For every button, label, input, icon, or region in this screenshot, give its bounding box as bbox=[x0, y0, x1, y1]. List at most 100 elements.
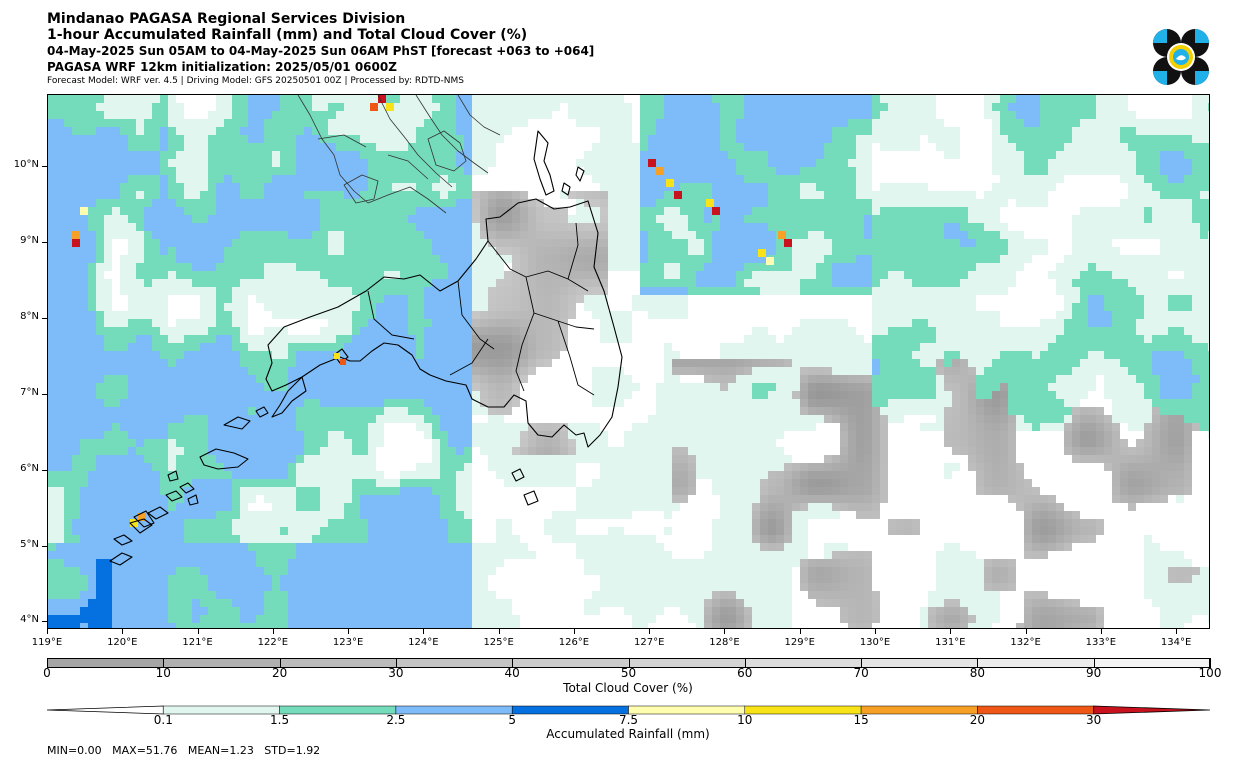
rain-hotspot-cell bbox=[80, 207, 88, 215]
longitude-tick bbox=[1176, 629, 1178, 634]
rain-hotspot-cell bbox=[648, 159, 656, 167]
longitude-tick bbox=[875, 629, 877, 634]
longitude-tick bbox=[649, 629, 651, 634]
longitude-label: 126°E bbox=[558, 637, 590, 648]
latitude-label: 5°N bbox=[20, 538, 39, 550]
cloud-cover-bin bbox=[280, 659, 397, 667]
rainfall-extend-low bbox=[47, 705, 164, 715]
longitude-tick bbox=[950, 629, 952, 634]
cloud-cover-tick-label: 30 bbox=[388, 666, 404, 680]
longitude-label: 125°E bbox=[483, 637, 514, 648]
cloud-cover-tick bbox=[977, 658, 979, 668]
cloud-cover-tick-label: 80 bbox=[969, 666, 986, 680]
longitude-label: 133°E bbox=[1085, 637, 1117, 648]
cloud-cover-bin bbox=[628, 659, 745, 667]
cloud-cover-bin bbox=[396, 659, 513, 667]
rain-hotspot-cell bbox=[706, 199, 714, 207]
rainfall-tick-label: 30 bbox=[1086, 713, 1102, 727]
rainfall-bin bbox=[163, 705, 280, 715]
rainfall-tick-label: 15 bbox=[853, 713, 869, 727]
mindanao-coastline bbox=[265, 198, 623, 448]
cloud-cover-tick-label: 40 bbox=[504, 666, 520, 680]
latitude-tick bbox=[42, 469, 47, 471]
latitude-label: 9°N bbox=[20, 234, 39, 246]
cloud-cover-bin bbox=[860, 659, 977, 667]
cloud-cover-tick bbox=[47, 658, 48, 668]
rainfall-colorbar bbox=[47, 705, 1210, 715]
longitude-label: 122°E bbox=[257, 637, 289, 648]
rain-hotspot-cell bbox=[130, 519, 138, 527]
rainfall-bin bbox=[511, 705, 629, 715]
cloud-cover-tick bbox=[628, 658, 630, 668]
rain-hotspot-cell bbox=[712, 207, 720, 215]
longitude-label: 134°E bbox=[1160, 637, 1192, 648]
longitude-label: 132°E bbox=[1010, 637, 1041, 648]
rain-hotspot-cell bbox=[386, 103, 394, 111]
rainfall-tick-label: 0.1 bbox=[153, 713, 173, 727]
chart-subtitle: 1-hour Accumulated Rainfall (mm) and Tot… bbox=[47, 27, 528, 43]
rainfall-tick-label: 10 bbox=[737, 713, 753, 727]
cloud-cover-tick bbox=[512, 658, 514, 668]
rainfall-bin bbox=[977, 705, 1094, 715]
longitude-tick bbox=[498, 629, 500, 634]
longitude-label: 119°E bbox=[31, 637, 63, 648]
visayas-coastline bbox=[297, 95, 501, 214]
cloud-cover-bin bbox=[512, 659, 629, 667]
latitude-label: 8°N bbox=[20, 310, 39, 322]
rain-hotspot-cell bbox=[72, 239, 80, 247]
zamboanga-peninsula bbox=[271, 376, 307, 418]
rain-hotspot-cell bbox=[758, 249, 766, 257]
model-credits: Forecast Model: WRF ver. 4.5 | Driving M… bbox=[47, 76, 464, 86]
longitude-tick bbox=[197, 629, 199, 634]
cloud-cover-tick bbox=[163, 658, 165, 668]
model-initialization: PAGASA WRF 12km initialization: 2025/05/… bbox=[47, 60, 397, 74]
cloud-cover-tick-label: 60 bbox=[737, 666, 753, 680]
cloud-cover-bin bbox=[744, 659, 861, 667]
rainfall-tick-label: 1.5 bbox=[270, 713, 290, 727]
rain-hotspot-cell bbox=[72, 231, 80, 239]
rainfall-cloud-map bbox=[47, 94, 1210, 629]
rainfall-bin bbox=[395, 705, 513, 715]
cloud-cover-bin bbox=[1092, 659, 1209, 667]
rain-hotspot-cell bbox=[674, 191, 682, 199]
rainfall-bin bbox=[860, 705, 978, 715]
rain-hotspot-cell bbox=[138, 513, 146, 521]
longitude-tick bbox=[122, 629, 124, 634]
pagasa-logo-icon bbox=[1153, 29, 1209, 85]
longitude-tick bbox=[1100, 629, 1102, 634]
longitude-label: 128°E bbox=[709, 637, 740, 648]
province-boundary bbox=[367, 222, 595, 396]
cloud-cover-bin bbox=[164, 659, 281, 667]
longitude-tick bbox=[1025, 629, 1027, 634]
rainfall-colorbar-title: Accumulated Rainfall (mm) bbox=[546, 727, 710, 741]
latitude-tick bbox=[42, 317, 47, 319]
cloud-cover-tick-label: 100 bbox=[1198, 666, 1222, 680]
rainfall-tick-label: 7.5 bbox=[618, 713, 639, 727]
rain-hotspot-cell bbox=[666, 179, 674, 187]
rainfall-bin bbox=[628, 705, 746, 715]
latitude-tick bbox=[42, 621, 47, 623]
longitude-label: 123°E bbox=[332, 637, 364, 648]
rain-hotspot-moro-gulf bbox=[334, 353, 346, 365]
cloud-cover-bin bbox=[48, 659, 165, 667]
longitude-tick bbox=[423, 629, 425, 634]
latitude-tick bbox=[42, 166, 47, 168]
latitude-label: 10°N bbox=[13, 159, 39, 171]
rain-hotspot-cell bbox=[378, 95, 386, 103]
rain-hotspot-cell bbox=[766, 257, 774, 265]
rain-hotspot-cell bbox=[370, 103, 378, 111]
longitude-label: 127°E bbox=[633, 637, 665, 648]
map-canvas bbox=[48, 95, 1209, 628]
longitude-label: 129°E bbox=[784, 637, 815, 648]
cloud-cover-colorbar-title: Total Cloud Cover (%) bbox=[563, 681, 693, 695]
longitude-tick bbox=[47, 629, 48, 634]
longitude-label: 130°E bbox=[859, 637, 891, 648]
chart-title: Mindanao PAGASA Regional Services Divisi… bbox=[47, 11, 406, 27]
latitude-label: 4°N bbox=[20, 614, 39, 626]
cloud-cover-tick-label: 90 bbox=[1086, 666, 1102, 680]
latitude-label: 6°N bbox=[20, 462, 39, 474]
rainfall-tick-label: 2.5 bbox=[386, 713, 406, 727]
cloud-cover-tick bbox=[279, 658, 281, 668]
longitude-label: 120°E bbox=[107, 637, 138, 648]
longitude-label: 121°E bbox=[182, 637, 213, 648]
